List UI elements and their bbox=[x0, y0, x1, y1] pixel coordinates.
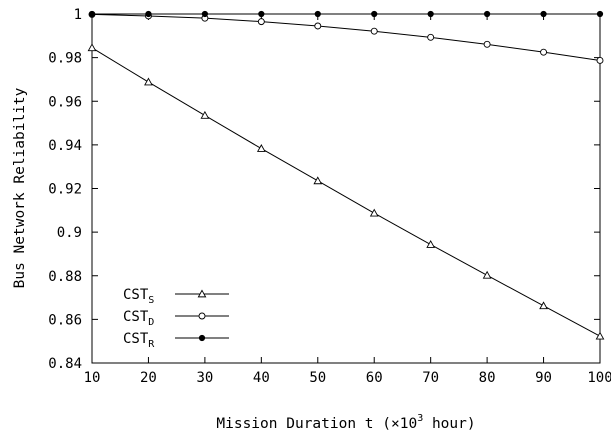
legend-marker-cst-s bbox=[197, 289, 207, 298]
legend-marker-cst-r bbox=[198, 334, 206, 342]
y-tick-label: 0.86 bbox=[48, 312, 82, 328]
data-point-cst-s bbox=[200, 110, 210, 119]
data-point-cst-s bbox=[595, 331, 605, 340]
data-point-cst-s bbox=[144, 77, 153, 86]
x-tick-label: 40 bbox=[253, 370, 270, 386]
data-point-cst-r bbox=[201, 10, 208, 18]
data-point-cst-r bbox=[314, 10, 321, 18]
x-tick-label: 100 bbox=[587, 370, 611, 386]
legend-label-cst-d: CSTD bbox=[123, 309, 154, 328]
y-tick-label: 0.94 bbox=[48, 138, 82, 154]
data-point-cst-r bbox=[427, 10, 434, 18]
y-tick-label: 0.98 bbox=[48, 51, 82, 67]
data-point-cst-r bbox=[484, 10, 491, 18]
y-tick-label: 0.96 bbox=[48, 94, 82, 110]
data-point-cst-s bbox=[539, 301, 548, 310]
data-point-cst-d bbox=[427, 33, 435, 41]
x-axis-label: Mission Duration t (×103 hour) bbox=[216, 413, 475, 432]
data-point-cst-s bbox=[369, 208, 379, 217]
y-axis-label: Bus Network Reliability bbox=[12, 87, 28, 288]
legend-marker-cst-d bbox=[198, 312, 206, 320]
data-point-cst-d bbox=[370, 27, 378, 35]
data-point-cst-r bbox=[596, 10, 604, 18]
data-point-cst-s bbox=[426, 240, 436, 248]
data-point-cst-s bbox=[256, 144, 266, 152]
legend-label-cst-s: CSTS bbox=[123, 287, 154, 306]
x-tick-label: 20 bbox=[140, 370, 157, 386]
data-point-cst-r bbox=[540, 10, 547, 18]
series-line-cst-s bbox=[91, 47, 601, 337]
x-tick-label: 70 bbox=[422, 370, 439, 386]
series-group bbox=[87, 10, 605, 340]
x-tick-label: 30 bbox=[196, 370, 213, 386]
data-point-cst-r bbox=[258, 10, 265, 18]
x-tick-label: 60 bbox=[366, 370, 383, 386]
data-point-cst-r bbox=[371, 10, 378, 18]
y-tick-label: 0.92 bbox=[48, 182, 82, 198]
x-tick-label: 90 bbox=[535, 370, 552, 386]
data-point-cst-d bbox=[483, 40, 491, 48]
data-point-cst-s bbox=[87, 43, 97, 52]
data-point-cst-r bbox=[88, 10, 96, 18]
plot-frame bbox=[91, 13, 601, 364]
data-point-cst-d bbox=[596, 57, 604, 64]
axis-ticks: 10 20 30 40 50 60 70 80 90 100 0.84 0.86 0.88 0.9 0.92… bbox=[48, 7, 611, 386]
data-point-cst-d bbox=[314, 22, 322, 30]
y-tick-label: 0.9 bbox=[57, 225, 82, 241]
x-tick-label: 10 bbox=[84, 370, 101, 386]
series-line-cst-d bbox=[91, 13, 601, 61]
legend-label-cst-r: CSTR bbox=[123, 331, 155, 350]
data-point-cst-d bbox=[540, 48, 548, 56]
data-point-cst-r bbox=[145, 10, 152, 18]
data-point-cst-d bbox=[257, 18, 265, 26]
y-tick-label: 0.84 bbox=[48, 356, 82, 372]
x-tick-label: 50 bbox=[309, 370, 326, 386]
data-point-cst-s bbox=[482, 270, 492, 279]
y-tick-label: 0.88 bbox=[48, 269, 82, 285]
legend: CSTS CSTD CSTR bbox=[123, 287, 229, 350]
data-point-cst-s bbox=[313, 176, 323, 185]
y-tick-label: 1 bbox=[74, 7, 82, 23]
x-tick-label: 80 bbox=[479, 370, 496, 386]
